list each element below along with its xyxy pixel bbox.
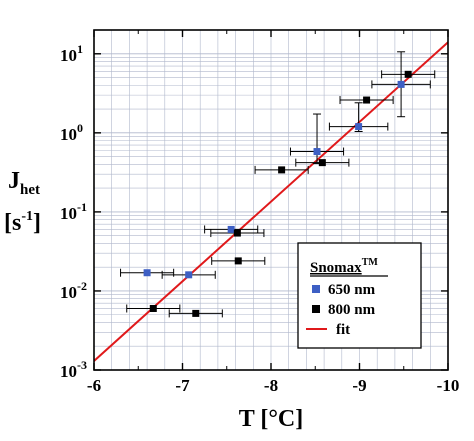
legend-marker-800nm [312,305,320,313]
legend: SnomaxTM 650 nm 800 nm fit [297,242,422,349]
data-point-800nm [234,257,242,265]
y-tick-label: 10-3 [60,358,87,381]
data-point-650nm [227,225,235,233]
x-tick-label: -9 [352,376,366,395]
x-tick-label: -10 [437,376,460,395]
y-tick-label: 10-2 [60,279,87,302]
legend-label-650nm: 650 nm [328,282,376,298]
data-point-650nm [355,123,363,131]
data-point-800nm [192,309,200,317]
data-point-800nm [404,70,412,78]
data-point-650nm [185,271,193,279]
legend-box [297,242,422,349]
legend-title: SnomaxTM [310,257,378,276]
y-tick-label: 101 [60,42,83,65]
data-point-800nm [278,166,286,174]
y-tick-label: 10-1 [60,200,87,223]
data-point-800nm [149,304,157,312]
data-point-650nm [313,148,321,156]
legend-marker-650nm [312,285,320,293]
data-point-800nm [363,96,371,104]
y-axis-title-main: Jhet [8,168,40,198]
y-tick-label: 100 [60,121,83,144]
y-axis-title-sub: het [20,182,40,198]
legend-label-fit: fit [336,322,350,338]
x-tick-label: -6 [87,376,101,395]
data-point-650nm [397,80,405,88]
x-tick-label: -8 [264,376,278,395]
x-axis-title: T [°C] [239,406,304,432]
data-point-800nm [318,159,326,167]
legend-label-800nm: 800 nm [328,302,376,318]
data-point-650nm [143,269,151,277]
y-axis-title-unit: [s-1] [4,209,41,236]
x-tick-label: -7 [175,376,190,395]
data-point-800nm [233,229,241,237]
